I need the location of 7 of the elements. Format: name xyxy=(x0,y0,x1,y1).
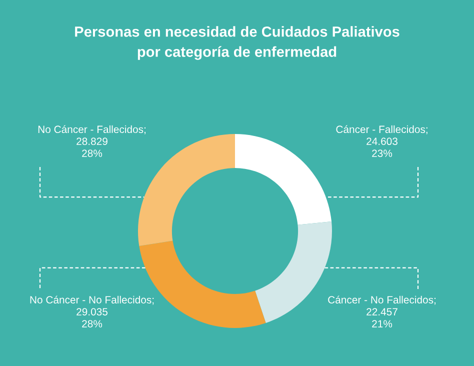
slice-label: No Cáncer - Fallecidos; 28.829 28% xyxy=(38,125,146,157)
slice-label: Cáncer - No Fallecidos; 22.457 21% xyxy=(328,296,436,328)
donut-slice xyxy=(138,134,235,246)
chart-title: Personas en necesidad de Cuidados Paliativos por categoría de enfermedad xyxy=(75,26,400,60)
slice-label: Cáncer - Fallecidos; 24.603 23% xyxy=(336,125,428,157)
donut-slice xyxy=(235,134,332,225)
slice-label: No Cáncer - No Fallecidos; 29.035 28% xyxy=(30,296,154,328)
